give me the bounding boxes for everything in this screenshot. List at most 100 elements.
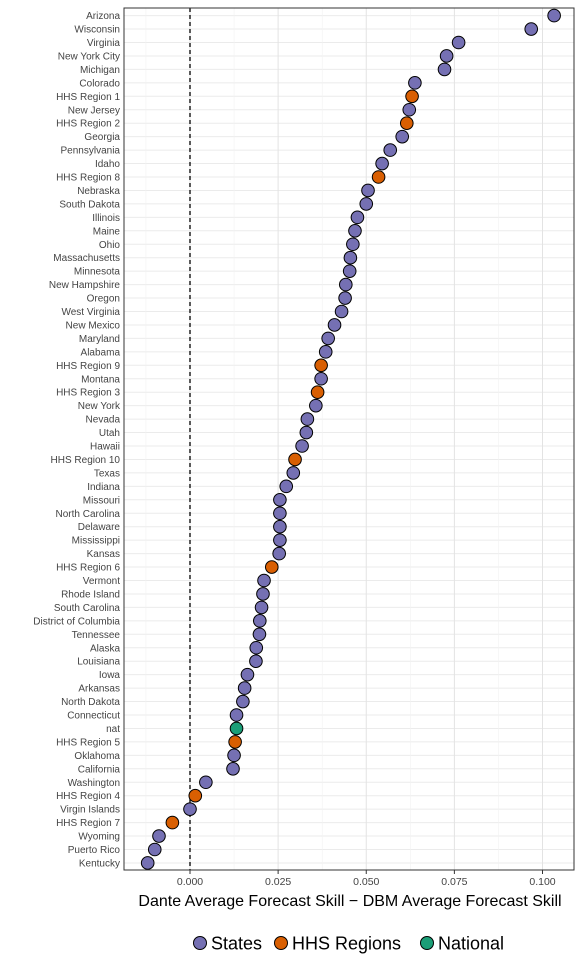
category-label: HHS Region 4 — [56, 791, 120, 802]
data-point — [288, 452, 302, 467]
category-label: HHS Region 7 — [56, 818, 120, 829]
data-point — [314, 358, 328, 373]
category-label: HHS Region 9 — [56, 361, 120, 372]
category-label: New Jersey — [68, 105, 120, 116]
category-label: Alaska — [90, 643, 120, 654]
category-label: Wyoming — [78, 832, 120, 843]
category-label: Alabama — [81, 347, 121, 358]
data-point — [228, 735, 242, 749]
legend-swatch — [274, 936, 288, 950]
data-point — [321, 331, 335, 346]
data-point — [286, 466, 301, 480]
data-point — [183, 802, 197, 816]
data-point — [408, 76, 422, 90]
data-point — [310, 385, 325, 400]
category-label: Kansas — [87, 549, 120, 560]
category-label: Colorado — [79, 78, 120, 89]
data-point — [399, 116, 414, 130]
category-label: HHS Region 1 — [56, 92, 120, 103]
category-label: Mississippi — [72, 536, 120, 547]
data-point — [240, 667, 255, 682]
data-point — [371, 170, 386, 184]
data-point — [334, 304, 349, 319]
data-point — [257, 573, 271, 588]
data-point — [439, 49, 454, 63]
category-label: nat — [106, 724, 120, 735]
category-label: Delaware — [78, 522, 121, 533]
category-label: Tennessee — [72, 630, 121, 641]
data-point — [359, 197, 374, 211]
data-point — [140, 856, 155, 870]
data-point — [346, 237, 360, 252]
category-label: Louisiana — [77, 657, 120, 668]
data-point — [256, 587, 270, 601]
data-point — [152, 829, 166, 843]
category-label: Georgia — [84, 132, 120, 143]
category-label: Utah — [99, 428, 120, 439]
category-label: Wisconsin — [74, 25, 120, 36]
data-point — [273, 519, 287, 534]
data-point — [437, 62, 452, 77]
category-label: HHS Region 2 — [56, 119, 120, 130]
legend-label: National — [438, 934, 504, 954]
category-label: Indiana — [87, 482, 120, 493]
x-tick-label: 0.100 — [529, 876, 555, 888]
x-tick-label: 0.025 — [265, 876, 291, 888]
x-tick-label: 0.000 — [177, 876, 203, 888]
category-label: West Virginia — [61, 307, 120, 318]
data-point — [395, 129, 410, 144]
category-label: Washington — [68, 778, 120, 789]
x-tick-label: 0.075 — [441, 876, 467, 888]
data-point — [252, 614, 267, 628]
points-layer — [140, 8, 561, 870]
data-point — [272, 546, 286, 561]
category-label: Nevada — [86, 415, 121, 426]
x-axis-title: Dante Average Forecast Skill − DBM Avera… — [138, 893, 561, 910]
data-point — [249, 654, 263, 669]
data-point — [229, 721, 244, 736]
legend-label: States — [211, 934, 262, 954]
data-point — [199, 775, 213, 790]
data-point — [295, 439, 309, 453]
category-label: Texas — [94, 468, 120, 479]
data-point — [361, 183, 375, 198]
legend-item: HHS Regions — [274, 934, 401, 954]
category-label: Missouri — [83, 495, 120, 506]
category-label: Montana — [81, 374, 120, 385]
category-label: HHS Region 10 — [51, 455, 121, 466]
legend-item: States — [193, 934, 262, 954]
category-label: Vermont — [83, 576, 120, 587]
legend-label: HHS Regions — [292, 934, 401, 954]
data-point — [249, 640, 264, 655]
x-ticks-layer: 0.000 0.025 0.050 0.075 0.100 — [177, 870, 556, 888]
data-point — [402, 102, 417, 117]
category-label: Oklahoma — [74, 751, 120, 762]
category-label: South Carolina — [54, 603, 121, 614]
data-point — [338, 291, 352, 305]
category-label: New Mexico — [66, 320, 121, 331]
category-label: District of Columbia — [33, 616, 120, 627]
data-point — [236, 694, 250, 709]
data-point — [314, 371, 328, 386]
data-point — [273, 506, 287, 521]
data-point — [339, 277, 353, 292]
category-label: Hawaii — [90, 442, 120, 453]
category-label: North Dakota — [61, 697, 120, 708]
category-label: Ohio — [99, 240, 121, 251]
data-point — [227, 748, 241, 763]
legend: States HHS Regions National — [193, 934, 504, 954]
data-point — [547, 8, 561, 23]
category-label: Maryland — [79, 334, 120, 345]
data-point — [342, 264, 357, 278]
category-label: South Dakota — [59, 199, 120, 210]
legend-swatch — [193, 936, 207, 950]
panel-border — [123, 7, 575, 871]
grid-layer — [124, 8, 574, 870]
category-label: Idaho — [95, 159, 120, 170]
category-label: Virginia — [87, 38, 121, 49]
data-point — [309, 398, 323, 413]
category-label: Nebraska — [77, 186, 120, 197]
category-label: New Hampshire — [49, 280, 121, 291]
data-point — [375, 156, 389, 171]
data-point — [252, 627, 267, 642]
